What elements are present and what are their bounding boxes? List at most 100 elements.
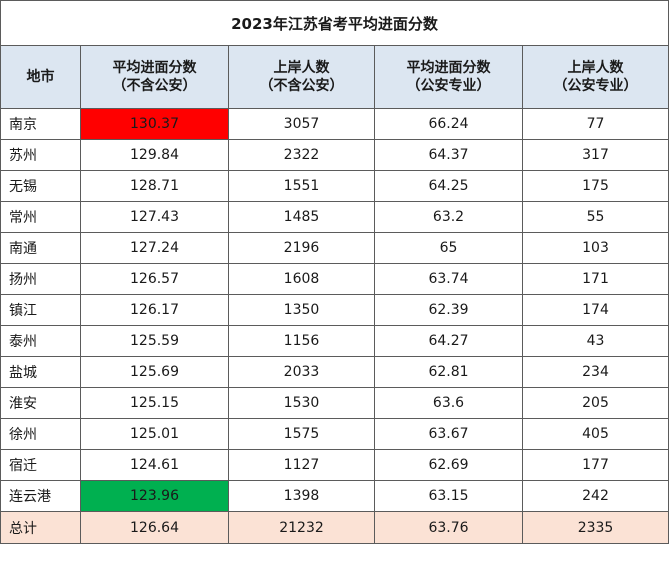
table-row: 扬州 126.57 1608 63.74 171 bbox=[0, 263, 669, 295]
cell-police-count[interactable]: 171 bbox=[521, 263, 669, 295]
cell-score[interactable]: 125.01 bbox=[80, 418, 229, 450]
cell-police-count[interactable]: 234 bbox=[521, 356, 669, 388]
cell-city[interactable]: 南京 bbox=[0, 108, 81, 140]
cell-police-count[interactable]: 77 bbox=[521, 108, 669, 140]
cell-count[interactable]: 1551 bbox=[228, 170, 375, 202]
cell-police-score[interactable]: 65 bbox=[374, 232, 523, 264]
cell-city[interactable]: 镇江 bbox=[0, 294, 81, 326]
table-row: 镇江 126.17 1350 62.39 174 bbox=[0, 294, 669, 326]
cell-police-count[interactable]: 177 bbox=[521, 449, 669, 481]
cell-police-count[interactable]: 242 bbox=[521, 480, 669, 512]
header-city[interactable]: 地市 bbox=[0, 45, 81, 109]
cell-score[interactable]: 125.15 bbox=[80, 387, 229, 419]
cell-count[interactable]: 2196 bbox=[228, 232, 375, 264]
score-table: 2023年江苏省考平均进面分数 地市 平均进面分数 （不含公安） 上岸人数 （不… bbox=[0, 0, 669, 544]
cell-score[interactable]: 123.96 bbox=[80, 480, 229, 512]
cell-count[interactable]: 1530 bbox=[228, 387, 375, 419]
cell-police-count[interactable]: 55 bbox=[521, 201, 669, 233]
cell-count[interactable]: 1350 bbox=[228, 294, 375, 326]
cell-police-count[interactable]: 405 bbox=[521, 418, 669, 450]
table-row: 苏州 129.84 2322 64.37 317 bbox=[0, 139, 669, 171]
table-row: 连云港 123.96 1398 63.15 242 bbox=[0, 480, 669, 512]
cell-score[interactable]: 129.84 bbox=[80, 139, 229, 171]
cell-score[interactable]: 124.61 bbox=[80, 449, 229, 481]
cell-police-count[interactable]: 174 bbox=[521, 294, 669, 326]
header-count[interactable]: 上岸人数 （不含公安） bbox=[228, 45, 375, 109]
cell-score[interactable]: 130.37 bbox=[80, 108, 229, 140]
header-score[interactable]: 平均进面分数 （不含公安） bbox=[80, 45, 229, 109]
table-row: 无锡 128.71 1551 64.25 175 bbox=[0, 170, 669, 202]
cell-score[interactable]: 126.17 bbox=[80, 294, 229, 326]
cell-police-score[interactable]: 62.69 bbox=[374, 449, 523, 481]
total-cell-police-score[interactable]: 63.76 bbox=[374, 511, 523, 544]
total-row: 总计 126.64 21232 63.76 2335 bbox=[0, 511, 669, 544]
cell-city[interactable]: 南通 bbox=[0, 232, 81, 264]
cell-score[interactable]: 125.69 bbox=[80, 356, 229, 388]
header-police-count-line1: 上岸人数 bbox=[567, 60, 624, 76]
cell-police-score[interactable]: 64.37 bbox=[374, 139, 523, 171]
table-row: 淮安 125.15 1530 63.6 205 bbox=[0, 387, 669, 419]
cell-score[interactable]: 127.24 bbox=[80, 232, 229, 264]
cell-police-score[interactable]: 63.2 bbox=[374, 201, 523, 233]
cell-count[interactable]: 1485 bbox=[228, 201, 375, 233]
header-row: 地市 平均进面分数 （不含公安） 上岸人数 （不含公安） 平均进面分数 （公安专… bbox=[0, 45, 669, 109]
total-cell-police-count[interactable]: 2335 bbox=[521, 511, 669, 544]
cell-police-score[interactable]: 62.81 bbox=[374, 356, 523, 388]
cell-count[interactable]: 2322 bbox=[228, 139, 375, 171]
table-row: 徐州 125.01 1575 63.67 405 bbox=[0, 418, 669, 450]
cell-count[interactable]: 1398 bbox=[228, 480, 375, 512]
cell-city[interactable]: 徐州 bbox=[0, 418, 81, 450]
cell-city[interactable]: 苏州 bbox=[0, 139, 81, 171]
cell-police-score[interactable]: 66.24 bbox=[374, 108, 523, 140]
header-police-score-line1: 平均进面分数 bbox=[406, 60, 491, 76]
cell-city[interactable]: 泰州 bbox=[0, 325, 81, 357]
total-cell-city[interactable]: 总计 bbox=[0, 511, 81, 544]
cell-count[interactable]: 1608 bbox=[228, 263, 375, 295]
cell-count[interactable]: 3057 bbox=[228, 108, 375, 140]
table-row: 南通 127.24 2196 65 103 bbox=[0, 232, 669, 264]
cell-police-score[interactable]: 63.74 bbox=[374, 263, 523, 295]
cell-city[interactable]: 无锡 bbox=[0, 170, 81, 202]
table-row: 南京 130.37 3057 66.24 77 bbox=[0, 108, 669, 140]
cell-city[interactable]: 淮安 bbox=[0, 387, 81, 419]
cell-police-score[interactable]: 64.27 bbox=[374, 325, 523, 357]
cell-city[interactable]: 盐城 bbox=[0, 356, 81, 388]
cell-count[interactable]: 1156 bbox=[228, 325, 375, 357]
header-city-label: 地市 bbox=[26, 69, 55, 85]
cell-police-score[interactable]: 63.15 bbox=[374, 480, 523, 512]
cell-score[interactable]: 125.59 bbox=[80, 325, 229, 357]
cell-police-score[interactable]: 64.25 bbox=[374, 170, 523, 202]
cell-city[interactable]: 扬州 bbox=[0, 263, 81, 295]
cell-police-count[interactable]: 205 bbox=[521, 387, 669, 419]
cell-city[interactable]: 常州 bbox=[0, 201, 81, 233]
header-score-line2: （不含公安） bbox=[112, 78, 197, 94]
table-row: 盐城 125.69 2033 62.81 234 bbox=[0, 356, 669, 388]
header-count-line2: （不含公安） bbox=[259, 78, 344, 94]
cell-police-score[interactable]: 63.6 bbox=[374, 387, 523, 419]
cell-score[interactable]: 126.57 bbox=[80, 263, 229, 295]
cell-police-count[interactable]: 103 bbox=[521, 232, 669, 264]
cell-police-score[interactable]: 63.67 bbox=[374, 418, 523, 450]
cell-count[interactable]: 1127 bbox=[228, 449, 375, 481]
cell-score[interactable]: 128.71 bbox=[80, 170, 229, 202]
header-police-count[interactable]: 上岸人数 （公安专业） bbox=[521, 45, 669, 109]
title-row: 2023年江苏省考平均进面分数 bbox=[0, 0, 669, 46]
table-row: 泰州 125.59 1156 64.27 43 bbox=[0, 325, 669, 357]
cell-count[interactable]: 1575 bbox=[228, 418, 375, 450]
cell-count[interactable]: 2033 bbox=[228, 356, 375, 388]
header-count-line1: 上岸人数 bbox=[273, 60, 330, 76]
cell-city[interactable]: 连云港 bbox=[0, 480, 81, 512]
table-row: 宿迁 124.61 1127 62.69 177 bbox=[0, 449, 669, 481]
total-cell-count[interactable]: 21232 bbox=[228, 511, 375, 544]
header-police-score[interactable]: 平均进面分数 （公安专业） bbox=[374, 45, 523, 109]
cell-score[interactable]: 127.43 bbox=[80, 201, 229, 233]
cell-police-score[interactable]: 62.39 bbox=[374, 294, 523, 326]
cell-police-count[interactable]: 317 bbox=[521, 139, 669, 171]
total-cell-score[interactable]: 126.64 bbox=[80, 511, 229, 544]
cell-police-count[interactable]: 175 bbox=[521, 170, 669, 202]
cell-city[interactable]: 宿迁 bbox=[0, 449, 81, 481]
cell-police-count[interactable]: 43 bbox=[521, 325, 669, 357]
table-title[interactable]: 2023年江苏省考平均进面分数 bbox=[0, 0, 669, 46]
header-police-count-line2: （公安专业） bbox=[553, 78, 638, 94]
